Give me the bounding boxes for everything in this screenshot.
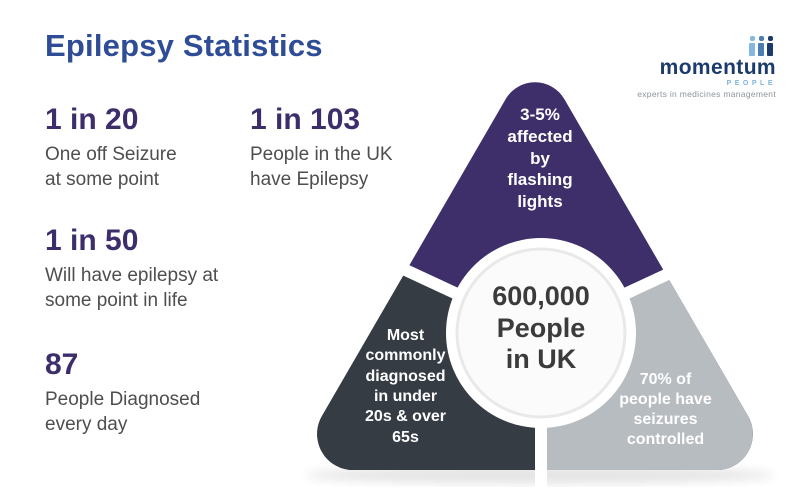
- logo-wordmark: momentum: [659, 56, 776, 79]
- logo-tagline: experts in medicines management: [637, 89, 776, 99]
- stat-1-in-50: 1 in 50 Will have epilepsy at some point…: [45, 224, 218, 313]
- momentum-people-logo: momentum PEOPLE experts in medicines man…: [637, 36, 776, 99]
- logo-subtitle: PEOPLE: [726, 80, 776, 87]
- epilepsy-triangle-diagram: [285, 82, 785, 487]
- stat-value: 1 in 103: [250, 103, 361, 136]
- stat-label: Will have epilepsy at some point in life: [45, 265, 219, 311]
- stat-1-in-103: 1 in 103 People in the UK have Epilepsy: [250, 103, 393, 192]
- stat-1-in-20: 1 in 20 One off Seizure at some point: [45, 103, 177, 192]
- bar-icon: [758, 36, 764, 56]
- segment-label-seizures-controlled: 70% of people have seizures controlled: [619, 371, 712, 449]
- center-circle: [455, 247, 627, 419]
- stat-value: 1 in 50: [45, 224, 139, 257]
- bar-icon: [749, 36, 755, 56]
- stat-label: People Diagnosed every day: [45, 389, 201, 435]
- triangle-segment-bottom-right: [541, 214, 753, 470]
- segment-label-flashing-lights: 3-5% affected by flashing lights: [507, 105, 573, 211]
- page-title: Epilepsy Statistics: [45, 28, 323, 63]
- bar-icon: [767, 36, 773, 56]
- segment-label-diagnosis-age: Most commonly diagnosed in under 20s & o…: [365, 327, 446, 446]
- stat-87: 87 People Diagnosed every day: [45, 348, 200, 437]
- stat-value: 1 in 20: [45, 103, 139, 136]
- center-circle-label: 600,000 People in UK: [492, 281, 590, 375]
- stat-value: 87: [45, 348, 79, 381]
- stat-label: One off Seizure at some point: [45, 144, 177, 190]
- stat-label: People in the UK have Epilepsy: [250, 144, 393, 190]
- iii-bars-icon: [749, 36, 773, 56]
